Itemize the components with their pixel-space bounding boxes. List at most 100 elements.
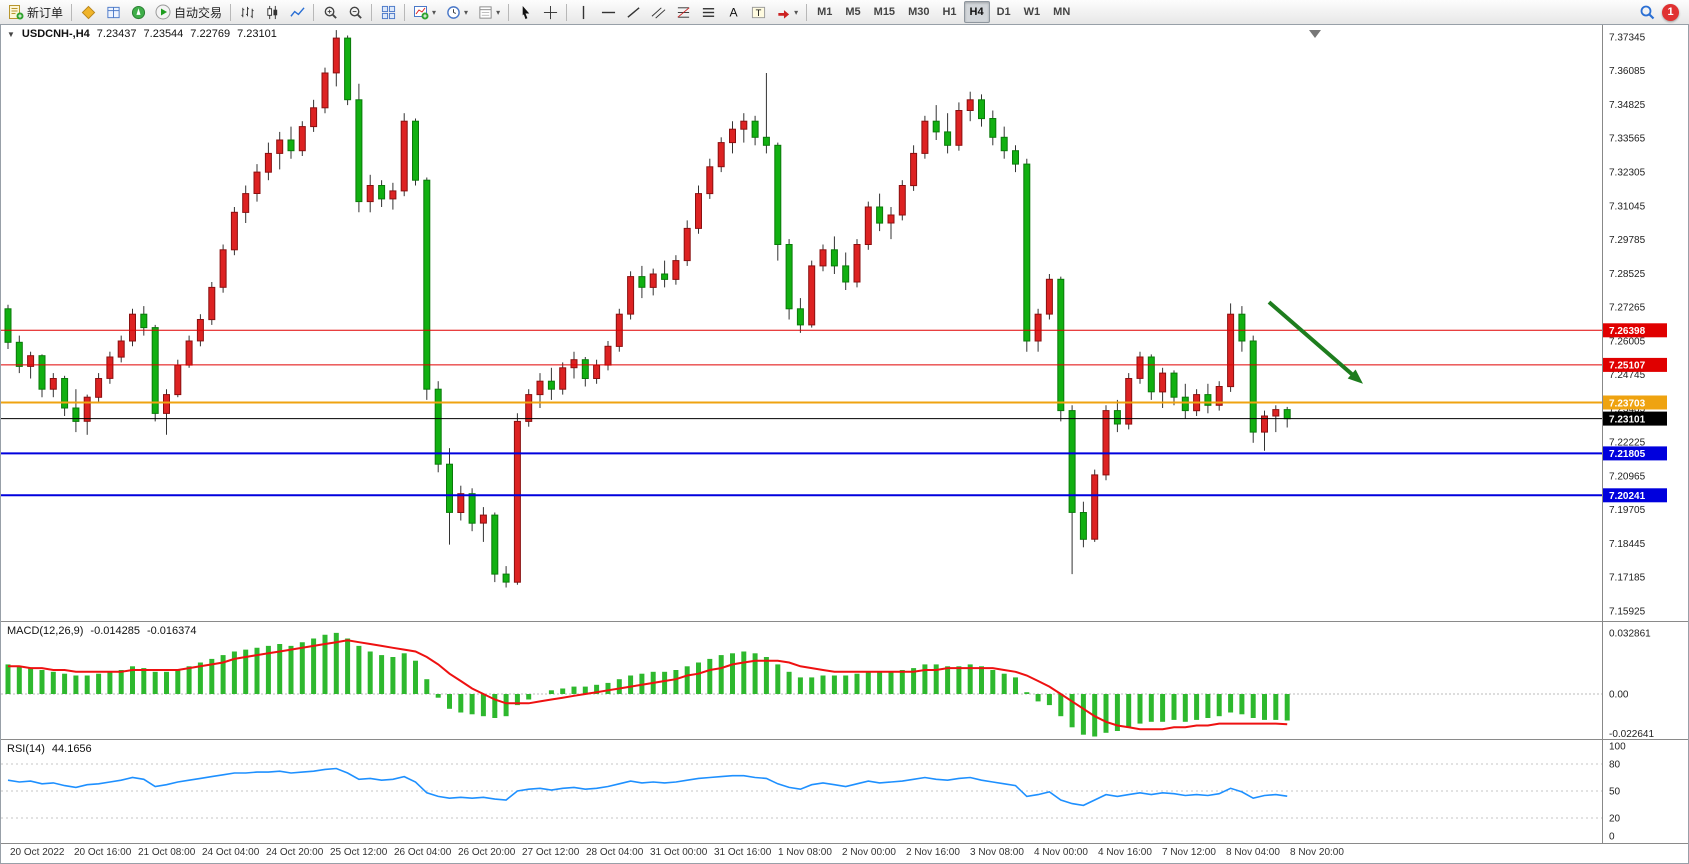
zoom-in-icon xyxy=(322,4,338,20)
text-a-icon: A xyxy=(725,4,741,20)
macd-axis: 0.032861 0.00 -0.022641 xyxy=(1609,629,1654,740)
market-watch-button[interactable] xyxy=(76,1,100,23)
time-label: 8 Nov 04:00 xyxy=(1226,847,1280,858)
svg-text:7.33565: 7.33565 xyxy=(1609,134,1646,145)
svg-text:7.20241: 7.20241 xyxy=(1609,491,1646,502)
cursor-icon xyxy=(517,4,533,20)
autotrade-button[interactable]: 自动交易 xyxy=(151,1,226,23)
svg-text:7.23703: 7.23703 xyxy=(1609,398,1646,409)
time-label: 20 Oct 2022 xyxy=(10,847,65,858)
timeframe-m1-button[interactable]: M1 xyxy=(817,6,833,18)
timeframe-m30-button[interactable]: M30 xyxy=(908,6,930,18)
bar-chart-mode-button[interactable] xyxy=(235,1,259,23)
macd-name: MACD(12,26,9) xyxy=(7,625,84,637)
clock-icon xyxy=(445,4,461,20)
navigator-button[interactable] xyxy=(126,1,150,23)
vertical-line-tool-button[interactable] xyxy=(571,1,595,23)
label-tool-button[interactable]: T xyxy=(746,1,770,23)
hline-7.23101[interactable]: 7.23101 xyxy=(1,411,1667,426)
svg-text:7.37345: 7.37345 xyxy=(1609,32,1646,43)
trend-arrow[interactable] xyxy=(1267,300,1363,384)
time-label: 26 Oct 20:00 xyxy=(458,847,516,858)
new-chart-button[interactable]: ▾ xyxy=(409,1,440,23)
channel-icon xyxy=(650,4,666,20)
hline-7.21805[interactable]: 7.21805 xyxy=(1,446,1667,461)
hline-7.20241[interactable]: 7.20241 xyxy=(1,488,1667,503)
time-label: 3 Nov 08:00 xyxy=(970,847,1024,858)
timeframe-w1-button[interactable]: W1 xyxy=(1023,6,1041,18)
new-order-icon xyxy=(8,4,24,20)
tile-windows-button[interactable] xyxy=(376,1,400,23)
time-label: 21 Oct 08:00 xyxy=(138,847,196,858)
profiles-button[interactable]: ▾ xyxy=(441,1,472,23)
new-order-button[interactable]: 新订单 xyxy=(4,1,67,23)
macd-value-main: -0.014285 xyxy=(90,625,140,637)
rsi-line xyxy=(7,767,1288,807)
candle-chart-mode-button[interactable] xyxy=(260,1,284,23)
timeframe-d1-button[interactable]: D1 xyxy=(996,6,1011,18)
time-label: 28 Oct 04:00 xyxy=(586,847,644,858)
shapes-tool-button[interactable] xyxy=(696,1,720,23)
timeframe-h1-button[interactable]: H1 xyxy=(942,6,957,18)
hline-7.25107[interactable]: 7.25107 xyxy=(1,357,1667,372)
horizontal-line-tool-button[interactable] xyxy=(596,1,620,23)
templates-button[interactable]: ▾ xyxy=(473,1,504,23)
play-icon xyxy=(155,4,171,20)
time-label: 25 Oct 12:00 xyxy=(330,847,388,858)
timeframe-m5-button[interactable]: M5 xyxy=(845,6,861,18)
toolbar-separator xyxy=(71,3,73,21)
ohlc-open: 7.23437 xyxy=(96,28,137,40)
hline-icon xyxy=(600,4,616,20)
svg-text:T: T xyxy=(755,7,761,17)
line-icon xyxy=(289,4,305,20)
candles-icon xyxy=(264,4,280,20)
svg-text:7.23101: 7.23101 xyxy=(1609,414,1646,425)
toolbar-separator xyxy=(404,3,406,21)
zoom-out-button[interactable] xyxy=(343,1,367,23)
macd-label: MACD(12,26,9) -0.014285 -0.016374 xyxy=(7,625,197,637)
svg-text:7.36085: 7.36085 xyxy=(1609,66,1646,77)
macd-histogram xyxy=(5,632,1290,737)
text-tool-button[interactable]: A xyxy=(721,1,745,23)
macd-indicator-pane: 0.032861 0.00 -0.022641 MACD(12,26,9) -0.0… xyxy=(1,621,1688,740)
trendline-tool-button[interactable] xyxy=(621,1,645,23)
time-label: 31 Oct 00:00 xyxy=(650,847,708,858)
time-label: 24 Oct 20:00 xyxy=(266,847,324,858)
toolbar-separator xyxy=(230,3,232,21)
cursor-tool-button[interactable] xyxy=(513,1,537,23)
crosshair-tool-button[interactable] xyxy=(538,1,562,23)
ohlc-close: 7.23101 xyxy=(237,28,277,40)
hline-7.23703[interactable]: 7.23703 xyxy=(1,395,1667,410)
template-icon xyxy=(477,4,493,20)
svg-text:7.31045: 7.31045 xyxy=(1609,201,1646,212)
svg-text:7.21805: 7.21805 xyxy=(1609,449,1646,460)
svg-text:7.22225: 7.22225 xyxy=(1609,438,1646,449)
time-label: 24 Oct 04:00 xyxy=(202,847,260,858)
line-chart-mode-button[interactable] xyxy=(285,1,309,23)
vline-icon xyxy=(575,4,591,20)
dropdown-caret-icon: ▾ xyxy=(794,7,799,17)
svg-text:7.19705: 7.19705 xyxy=(1609,505,1646,516)
toolbar-separator xyxy=(566,3,568,21)
channel-tool-button[interactable] xyxy=(646,1,670,23)
toolbar-separator xyxy=(371,3,373,21)
symbol-dropdown-icon[interactable]: ▼ xyxy=(7,29,15,39)
svg-text:7.28525: 7.28525 xyxy=(1609,269,1646,280)
autotrade-label: 自动交易 xyxy=(174,5,223,20)
hline-7.26398[interactable]: 7.26398 xyxy=(1,323,1667,338)
chart-shift-marker[interactable] xyxy=(1309,30,1321,38)
svg-text:7.34825: 7.34825 xyxy=(1609,100,1646,111)
timeframe-mn-button[interactable]: MN xyxy=(1053,6,1071,18)
notification-badge[interactable]: 1 xyxy=(1662,3,1679,21)
data-window-button[interactable] xyxy=(101,1,125,23)
svg-text:7.25107: 7.25107 xyxy=(1609,361,1646,372)
text-t-icon: T xyxy=(750,4,766,20)
zoom-in-button[interactable] xyxy=(318,1,342,23)
fibonacci-tool-button[interactable] xyxy=(671,1,695,23)
toolbar-button-group: 新订单 自动交易 ▾ ▾ ▾ A T ▾ xyxy=(4,1,810,23)
svg-text:7.24745: 7.24745 xyxy=(1609,370,1646,381)
search-button[interactable] xyxy=(1635,1,1659,23)
arrows-tool-button[interactable]: ▾ xyxy=(771,1,802,23)
timeframe-h4-button[interactable]: H4 xyxy=(963,1,990,23)
timeframe-m15-button[interactable]: M15 xyxy=(873,6,896,18)
